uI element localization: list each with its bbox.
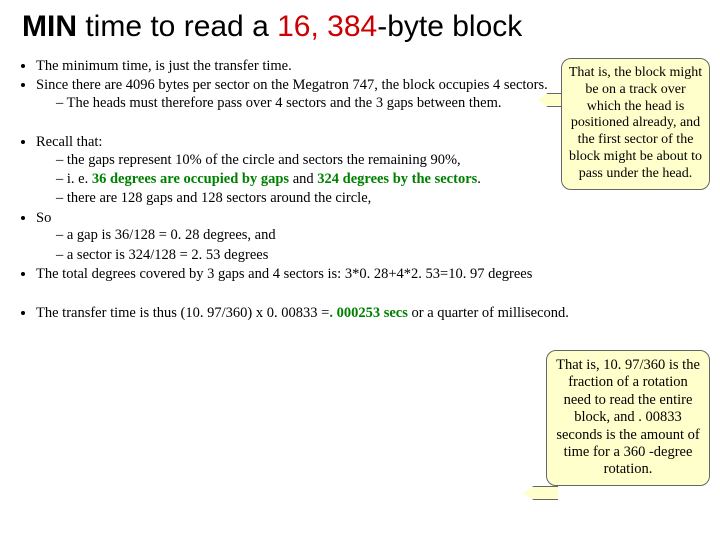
bullet-6: The transfer time is thus (10. 97/360) x… [36,305,575,322]
bullet-list-3: The transfer time is thus (10. 97/360) x… [10,305,575,322]
bullet-3-sub1: the gaps represent 10% of the circle and… [56,152,575,169]
bullet-3: Recall that: the gaps represent 10% of t… [36,134,575,208]
bullet-list: The minimum time, is just the transfer t… [10,58,575,112]
callout-1: That is, the block might be on a track o… [561,58,710,190]
bullet-1: The minimum time, is just the transfer t… [36,58,575,75]
bullet-4-sub2: a sector is 324/128 = 2. 53 degrees [56,247,575,264]
bullet-2: Since there are 4096 bytes per sector on… [36,77,575,112]
content-area: The minimum time, is just the transfer t… [10,58,575,325]
title-min: MIN [22,10,77,43]
bullet-4: So a gap is 36/128 = 0. 28 degrees, and … [36,210,575,264]
slide-title: MIN time to read a 16, 384-byte block [0,0,720,44]
title-part1: time to read a [77,10,277,43]
bullet-2-sub1: The heads must therefore pass over 4 sec… [56,95,575,112]
title-part2: -byte block [377,10,522,43]
bullet-5: The total degrees covered by 3 gaps and … [36,266,575,283]
title-number: 16, 384 [277,10,377,43]
callout-pointer-2 [523,486,558,500]
bullet-4-sub1: a gap is 36/128 = 0. 28 degrees, and [56,227,575,244]
bullet-list-2: Recall that: the gaps represent 10% of t… [10,134,575,283]
bullet-3-sub3: there are 128 gaps and 128 sectors aroun… [56,190,575,207]
bullet-3-sub2: i. e. 36 degrees are occupied by gaps an… [56,171,575,188]
callout-2: That is, 10. 97/360 is the fraction of a… [546,350,710,486]
